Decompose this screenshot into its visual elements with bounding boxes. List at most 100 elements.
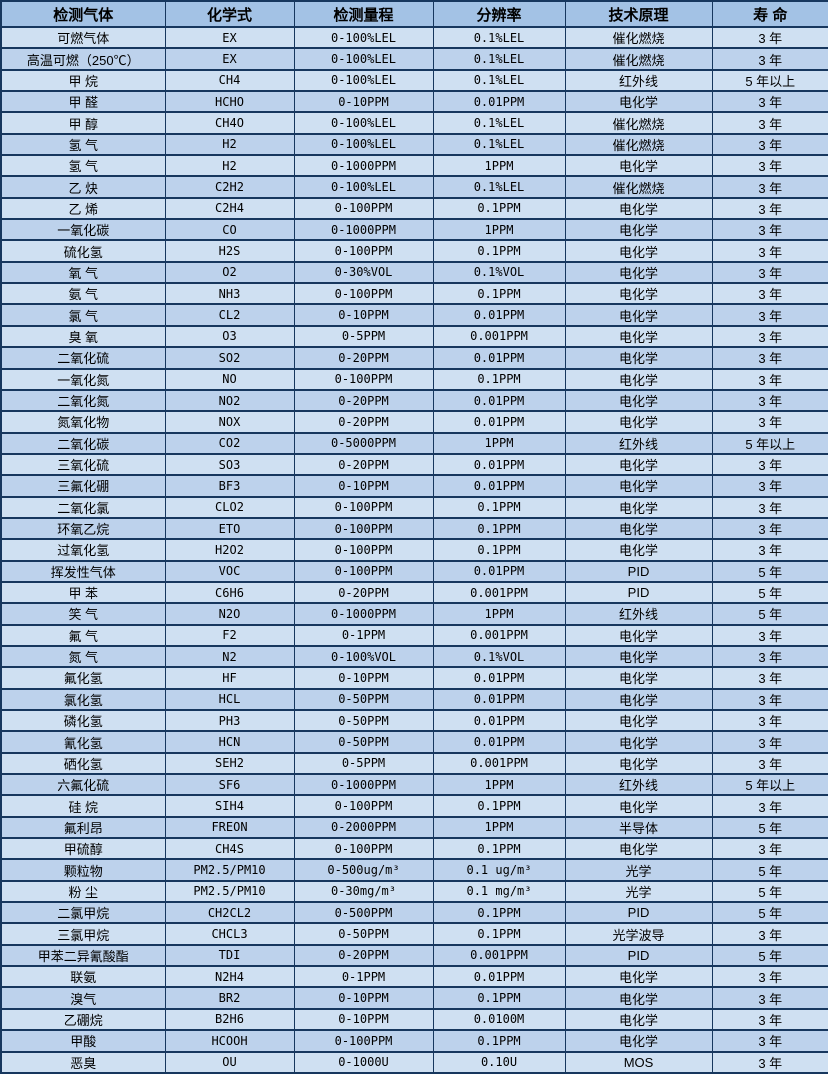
cell-principle: 催化燃烧 bbox=[564, 25, 713, 50]
table-row: 一氧化碳 CO 0-1000PPM 1PPM 电化学 3 年 bbox=[0, 218, 828, 242]
cell-resolution: 0.01PPM bbox=[432, 708, 566, 733]
cell-principle: 电化学 bbox=[564, 666, 713, 690]
cell-lifespan: 5 年 bbox=[711, 943, 828, 968]
cell-gas: 一氧化碳 bbox=[0, 218, 166, 242]
cell-resolution: 0.1%LEL bbox=[432, 47, 566, 71]
table-row: 颗粒物 PM2.5/PM10 0-500ug/m³ 0.1 ug/m³ 光学 5 年 bbox=[0, 858, 828, 882]
cell-resolution: 0.01PPM bbox=[432, 90, 566, 114]
cell-gas: 氟 气 bbox=[0, 623, 166, 647]
cell-principle: 电化学 bbox=[564, 474, 713, 498]
cell-lifespan: 5 年以上 bbox=[711, 68, 828, 93]
cell-range: 0-100PPM bbox=[293, 538, 434, 562]
cell-formula: HCOOH bbox=[164, 1029, 295, 1053]
cell-gas: 二氧化氮 bbox=[0, 388, 166, 413]
table-row: 三氟化硼 BF3 0-10PPM 0.01PPM 电化学 3 年 bbox=[0, 474, 828, 498]
cell-lifespan: 3 年 bbox=[711, 47, 828, 71]
cell-lifespan: 3 年 bbox=[711, 986, 828, 1010]
cell-range: 0-1PPM bbox=[293, 965, 434, 989]
cell-formula: C2H4 bbox=[164, 196, 295, 221]
cell-resolution: 0.01PPM bbox=[432, 965, 566, 989]
table-row: 甲酸 HCOOH 0-100PPM 0.1PPM 电化学 3 年 bbox=[0, 1029, 828, 1053]
table-row: 氮 气 N2 0-100%VOL 0.1%VOL 电化学 3 年 bbox=[0, 644, 828, 669]
table-row: 氟化氢 HF 0-10PPM 0.01PPM 电化学 3 年 bbox=[0, 666, 828, 690]
cell-gas: 氮 气 bbox=[0, 644, 166, 669]
cell-range: 0-100PPM bbox=[293, 282, 434, 306]
cell-formula: SF6 bbox=[164, 773, 295, 797]
table-header: 检测气体 化学式 检测量程 分辨率 技术原理 寿 命 bbox=[0, 0, 828, 28]
cell-principle: 电化学 bbox=[564, 90, 713, 114]
table-row: 笑 气 N2O 0-1000PPM 1PPM 红外线 5 年 bbox=[0, 602, 828, 626]
cell-principle: MOS bbox=[564, 1050, 713, 1074]
table-row: 可燃气体 EX 0-100%LEL 0.1%LEL 催化燃烧 3 年 bbox=[0, 25, 828, 50]
cell-resolution: 0.01PPM bbox=[432, 303, 566, 327]
cell-range: 0-100%LEL bbox=[293, 175, 434, 199]
cell-principle: 红外线 bbox=[564, 773, 713, 797]
cell-range: 0-20PPM bbox=[293, 943, 434, 968]
cell-lifespan: 3 年 bbox=[711, 516, 828, 541]
cell-principle: PID bbox=[564, 580, 713, 605]
table-row: 粉 尘 PM2.5/PM10 0-30mg/m³ 0.1 mg/m³ 光学 5 年 bbox=[0, 879, 828, 904]
table-row: 三氯甲烷 CHCL3 0-50PPM 0.1PPM 光学波导 3 年 bbox=[0, 922, 828, 946]
cell-lifespan: 3 年 bbox=[711, 837, 828, 861]
cell-formula: TDI bbox=[164, 943, 295, 968]
cell-range: 0-100PPM bbox=[293, 239, 434, 263]
cell-range: 0-10PPM bbox=[293, 303, 434, 327]
cell-gas: 氟利昂 bbox=[0, 815, 166, 840]
cell-formula: HCL bbox=[164, 687, 295, 712]
table-row: 硒化氢 SEH2 0-5PPM 0.001PPM 电化学 3 年 bbox=[0, 751, 828, 776]
cell-principle: PID bbox=[564, 559, 713, 583]
cell-principle: 催化燃烧 bbox=[564, 175, 713, 199]
cell-resolution: 0.01PPM bbox=[432, 474, 566, 498]
cell-resolution: 0.1PPM bbox=[432, 196, 566, 221]
cell-range: 0-10PPM bbox=[293, 666, 434, 690]
cell-gas: 挥发性气体 bbox=[0, 559, 166, 583]
cell-resolution: 0.001PPM bbox=[432, 580, 566, 605]
table-row: 甲苯二异氰酸酯 TDI 0-20PPM 0.001PPM PID 5 年 bbox=[0, 943, 828, 968]
cell-range: 0-10PPM bbox=[293, 1007, 434, 1032]
cell-lifespan: 3 年 bbox=[711, 730, 828, 754]
cell-formula: CO bbox=[164, 218, 295, 242]
cell-gas: 过氧化氢 bbox=[0, 538, 166, 562]
cell-range: 0-20PPM bbox=[293, 410, 434, 434]
table-row: 硅 烷 SIH4 0-100PPM 0.1PPM 电化学 3 年 bbox=[0, 794, 828, 818]
cell-gas: 可燃气体 bbox=[0, 25, 166, 50]
cell-range: 0-100PPM bbox=[293, 1029, 434, 1053]
cell-range: 0-20PPM bbox=[293, 346, 434, 370]
cell-lifespan: 3 年 bbox=[711, 474, 828, 498]
table-row: 三氧化硫 SO3 0-20PPM 0.01PPM 电化学 3 年 bbox=[0, 452, 828, 477]
cell-resolution: 1PPM bbox=[432, 602, 566, 626]
cell-range: 0-100PPM bbox=[293, 837, 434, 861]
cell-range: 0-100%VOL bbox=[293, 644, 434, 669]
cell-principle: 电化学 bbox=[564, 751, 713, 776]
table-row: 氯化氢 HCL 0-50PPM 0.01PPM 电化学 3 年 bbox=[0, 687, 828, 712]
cell-principle: 电化学 bbox=[564, 708, 713, 733]
cell-gas: 乙 烯 bbox=[0, 196, 166, 221]
cell-resolution: 0.01PPM bbox=[432, 410, 566, 434]
cell-formula: CLO2 bbox=[164, 495, 295, 519]
cell-formula: BR2 bbox=[164, 986, 295, 1010]
cell-gas: 甲苯二异氰酸酯 bbox=[0, 943, 166, 968]
cell-lifespan: 3 年 bbox=[711, 388, 828, 413]
table-row: 乙 炔 C2H2 0-100%LEL 0.1%LEL 催化燃烧 3 年 bbox=[0, 175, 828, 199]
cell-lifespan: 3 年 bbox=[711, 538, 828, 562]
cell-lifespan: 3 年 bbox=[711, 1007, 828, 1032]
cell-resolution: 0.01PPM bbox=[432, 452, 566, 477]
cell-resolution: 1PPM bbox=[432, 773, 566, 797]
cell-lifespan: 5 年以上 bbox=[711, 773, 828, 797]
cell-gas: 高温可燃（250℃） bbox=[0, 47, 166, 71]
cell-range: 0-100%LEL bbox=[293, 47, 434, 71]
cell-lifespan: 3 年 bbox=[711, 666, 828, 690]
cell-lifespan: 5 年 bbox=[711, 580, 828, 605]
table-row: 氟利昂 FREON 0-2000PPM 1PPM 半导体 5 年 bbox=[0, 815, 828, 840]
cell-gas: 恶臭 bbox=[0, 1050, 166, 1074]
cell-range: 0-500PPM bbox=[293, 901, 434, 925]
cell-gas: 氰化氢 bbox=[0, 730, 166, 754]
column-header-gas: 检测气体 bbox=[0, 0, 166, 28]
column-header-range: 检测量程 bbox=[293, 0, 434, 28]
table-row: 氟 气 F2 0-1PPM 0.001PPM 电化学 3 年 bbox=[0, 623, 828, 647]
cell-formula: PM2.5/PM10 bbox=[164, 858, 295, 882]
cell-gas: 甲 醛 bbox=[0, 90, 166, 114]
cell-range: 0-10PPM bbox=[293, 90, 434, 114]
cell-gas: 氯 气 bbox=[0, 303, 166, 327]
cell-resolution: 0.10U bbox=[432, 1050, 566, 1074]
